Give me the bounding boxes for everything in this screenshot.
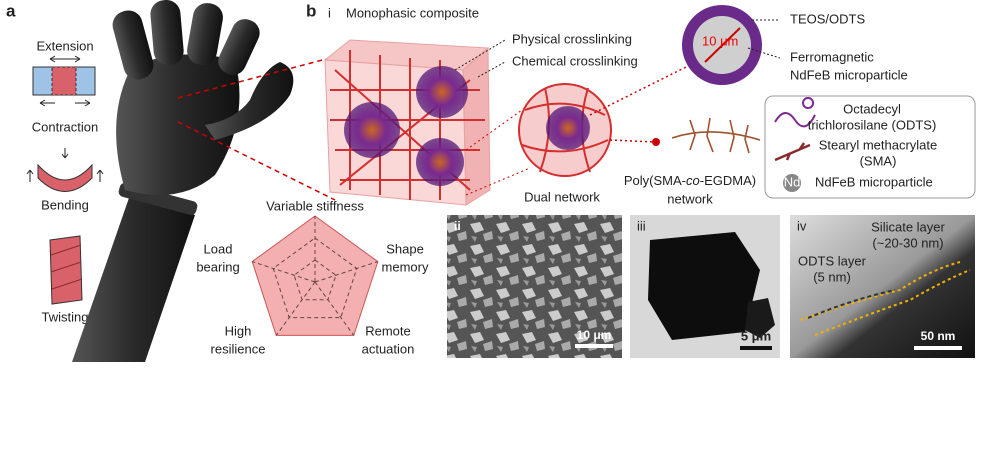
micrograph-label: iv bbox=[797, 218, 807, 233]
callout-line bbox=[747, 19, 781, 59]
micrograph-ii: ii 10 μm bbox=[447, 215, 622, 358]
callout: Chemical crosslinking bbox=[512, 53, 638, 68]
panel-label: b bbox=[306, 1, 316, 20]
finger bbox=[112, 10, 154, 80]
finger bbox=[150, 0, 184, 66]
micrograph-label: ii bbox=[454, 219, 461, 233]
radar-axis: Variable stiffness bbox=[266, 198, 364, 213]
legend-icon bbox=[783, 174, 801, 192]
particle-cluster bbox=[546, 106, 590, 150]
finger bbox=[187, 3, 223, 65]
block-center bbox=[51, 66, 77, 96]
particle-cluster bbox=[416, 138, 464, 186]
radar-axis: actuation bbox=[362, 341, 415, 356]
arrow bbox=[26, 148, 104, 182]
legend-text: Stearyl methacrylate bbox=[819, 137, 938, 152]
radar-axis: Remote bbox=[365, 323, 411, 338]
network-label-part: co bbox=[686, 173, 700, 188]
particle-core-label: NdFeB microparticle bbox=[790, 67, 908, 82]
particle-scale: 10 μm bbox=[702, 33, 738, 48]
radar: Variable stiffness Shape memory Remote a… bbox=[196, 198, 429, 356]
radar-axis: Load bbox=[204, 241, 233, 256]
micrograph-label: iii bbox=[637, 218, 646, 233]
legend-box bbox=[764, 95, 976, 199]
network-line bbox=[521, 87, 609, 173]
particle-image bbox=[745, 298, 775, 338]
sem-image bbox=[447, 215, 622, 358]
dual-network-label: Dual network bbox=[524, 189, 600, 204]
twist-line bbox=[50, 244, 83, 290]
panel-b: b i Monophasic composite Physical crossl… bbox=[306, 1, 976, 206]
particle-image bbox=[648, 232, 760, 340]
layer-line bbox=[807, 289, 896, 319]
polymer-network bbox=[671, 117, 761, 154]
item-label: Bending bbox=[41, 197, 89, 212]
cube-side bbox=[462, 46, 491, 206]
annotation: Silicate layer bbox=[871, 219, 945, 234]
scale-bar bbox=[575, 344, 613, 348]
arrow bbox=[39, 99, 91, 107]
legend-text: Octadecyl bbox=[843, 101, 901, 116]
annotation: (~20-30 nm) bbox=[872, 235, 943, 250]
legend-text: NdFeB microparticle bbox=[815, 174, 933, 189]
radar-ring bbox=[293, 259, 337, 301]
zoom-line bbox=[589, 59, 701, 143]
radar-ring bbox=[272, 237, 358, 319]
particle-cluster bbox=[416, 66, 468, 118]
scale-label: 10 μm bbox=[577, 328, 612, 342]
radar-axis: resilience bbox=[211, 341, 266, 356]
callout-line bbox=[454, 39, 506, 78]
legend-icon bbox=[774, 97, 816, 128]
forearm bbox=[72, 195, 195, 362]
annotation: (5 nm) bbox=[813, 269, 851, 284]
legend-icon-label: Nd bbox=[784, 174, 801, 189]
arrow bbox=[49, 55, 81, 63]
radar-axis: bearing bbox=[196, 259, 239, 274]
scale-arrow bbox=[704, 27, 741, 63]
sub-label: i bbox=[328, 5, 331, 20]
robot-hand bbox=[72, 0, 294, 362]
panel-label: a bbox=[6, 1, 16, 20]
callout: Physical crosslinking bbox=[512, 31, 632, 46]
legend-text: (SMA) bbox=[860, 153, 897, 168]
network-label-part: Poly(SMA- bbox=[624, 173, 686, 188]
thumb bbox=[205, 62, 294, 140]
particle-shell-label: TEOS/ODTS bbox=[790, 11, 865, 26]
radar-axis: High bbox=[225, 323, 252, 338]
zoom-line bbox=[465, 109, 531, 196]
legend-text: trichlorosilane (ODTS) bbox=[808, 117, 937, 132]
item-label: Extension bbox=[36, 38, 93, 53]
panel-title: Monophasic composite bbox=[346, 5, 479, 20]
radar-outer bbox=[251, 215, 379, 336]
bending-shape bbox=[37, 163, 93, 192]
item-label: Contraction bbox=[32, 119, 98, 134]
finger bbox=[218, 19, 260, 75]
radar-axis: memory bbox=[382, 259, 429, 274]
particle-cluster bbox=[344, 102, 400, 158]
scale-bar bbox=[740, 346, 772, 350]
layer-line bbox=[799, 261, 961, 321]
legend-icon bbox=[774, 142, 811, 162]
particle-core-label: Ferromagnetic bbox=[790, 49, 874, 64]
item-label: Twisting bbox=[42, 309, 89, 324]
dot bbox=[652, 138, 660, 146]
zoom-line bbox=[177, 57, 336, 201]
scale-bar bbox=[914, 346, 962, 350]
tem-image bbox=[790, 215, 975, 358]
micrograph-iv: iv Silicate layer (~20-30 nm) ODTS layer… bbox=[790, 215, 975, 358]
scale-label: 5 μm bbox=[741, 328, 771, 343]
annotation: ODTS layer bbox=[798, 253, 867, 268]
network-label: network bbox=[667, 191, 713, 206]
radar-axis: Shape bbox=[386, 241, 424, 256]
micrograph-iii: iii 5 μm bbox=[630, 215, 780, 358]
panel-a: a Extension Contraction Bending Twisting bbox=[6, 1, 104, 324]
network-label-part: -EGDMA) bbox=[700, 173, 756, 188]
scale-label: 50 nm bbox=[921, 329, 956, 343]
network-label: Poly(SMA-co-EGDMA) bbox=[624, 173, 756, 188]
